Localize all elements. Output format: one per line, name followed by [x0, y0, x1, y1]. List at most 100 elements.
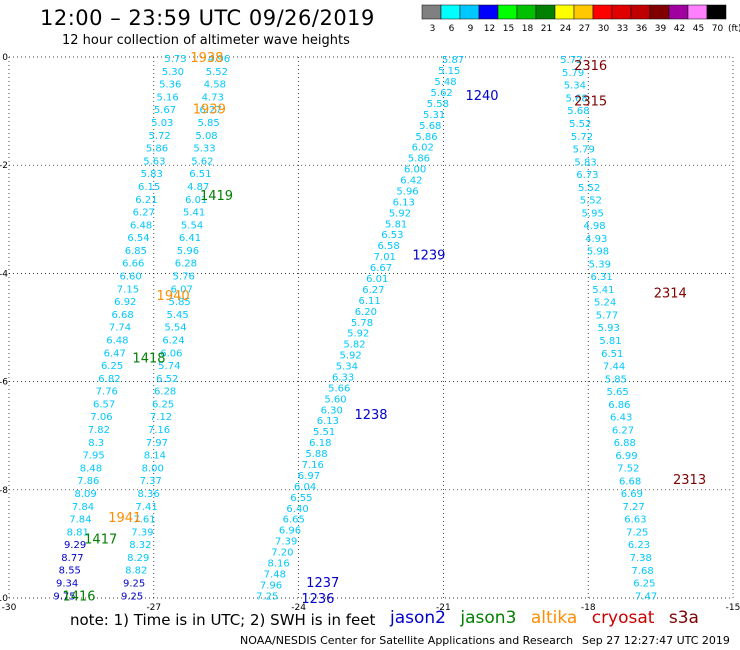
swh-value: 5.54: [164, 323, 186, 334]
swh-value: 4.98: [583, 221, 605, 232]
swh-value: 5.72: [560, 55, 582, 66]
swh-value: 6.06: [160, 348, 182, 359]
swh-value: 7.41: [135, 502, 157, 513]
swh-value: 8.14: [144, 451, 166, 462]
swh-value: 5.16: [156, 92, 178, 103]
swh-value: 6.15: [138, 182, 160, 193]
swh-value: 5.76: [173, 272, 195, 283]
swh-value: 7.39: [131, 527, 153, 538]
legend-tick-label: 42: [674, 24, 685, 34]
lat-tick-label: -2: [0, 161, 8, 171]
swh-value: 8.00: [142, 463, 164, 474]
legend-swatch: [668, 4, 689, 20]
swh-value: 5.98: [587, 247, 609, 258]
lon-tick-label: -27: [146, 603, 161, 613]
legend-tick-label: 3: [430, 24, 436, 34]
legend-tick-label: 70: [712, 24, 724, 34]
swh-value: 5.15: [438, 66, 460, 77]
swh-value: 6.04: [294, 482, 316, 493]
swh-value: 6.27: [133, 208, 155, 219]
swh-value: 5.62: [431, 88, 453, 99]
swh-value: 7.86: [77, 476, 99, 487]
swh-value: 6.01: [185, 195, 207, 206]
swh-value: 6.99: [615, 451, 637, 462]
swh-value: 6.73: [576, 170, 598, 181]
swh-value: 5.58: [427, 99, 449, 110]
legend-tick-label: 36: [636, 24, 648, 34]
pass-number-label: 1237: [306, 576, 339, 591]
swh-value: 5.67: [154, 105, 176, 116]
swh-value: 5.08: [195, 131, 217, 142]
generated-timestamp: Sep 27 12:27:47 UTC 2019: [582, 634, 730, 647]
pass-number-label: 1239: [412, 248, 445, 263]
swh-value: 6.68: [619, 476, 641, 487]
swh-value: 6.68: [112, 310, 134, 321]
swh-value: 7.27: [623, 502, 645, 513]
lat-tick-label: 0: [2, 53, 8, 63]
swh-value: 6.27: [362, 285, 384, 296]
swh-value: 7.84: [72, 502, 94, 513]
swh-value: 6.21: [135, 195, 157, 206]
swh-value: 6.67: [370, 263, 392, 274]
swh-value: 6.69: [621, 489, 643, 500]
lat-tick-label: -10: [0, 594, 8, 604]
swh-value: 5.65: [606, 387, 628, 398]
swh-value: 9.25: [121, 591, 143, 602]
swh-value: 8.77: [61, 553, 83, 564]
swh-value: 6.27: [200, 105, 222, 116]
swh-value: 5.39: [589, 259, 611, 270]
swh-value: 6.41: [179, 233, 201, 244]
swh-value: 6.01: [366, 274, 388, 285]
swh-value: 5.86: [415, 132, 437, 143]
swh-value: 6.47: [104, 348, 126, 359]
swh-value: 7.20: [271, 548, 293, 559]
swh-value: 6.13: [317, 416, 339, 427]
swh-value: 6.02: [412, 143, 434, 154]
swh-value: 6.66: [122, 259, 144, 270]
swh-value: 9.25: [123, 579, 145, 590]
swh-value: 5.85: [197, 118, 219, 129]
pass-number-label: 1940: [157, 289, 190, 304]
swh-value: 5.88: [305, 449, 327, 460]
swh-value: 6.88: [614, 438, 636, 449]
swh-value: 5.34: [336, 362, 358, 373]
legend-swatch: [706, 4, 727, 20]
legend-swatch: [687, 4, 708, 20]
swh-value: 7.76: [96, 387, 118, 398]
legend-swatch: [554, 4, 575, 20]
legend-swatch: [497, 4, 518, 20]
legend-swatch: [516, 4, 537, 20]
legend-tick-label: 6: [449, 24, 455, 34]
swh-value: 6.31: [590, 272, 612, 283]
swh-value: 7.96: [260, 580, 282, 591]
swh-value: 6.52: [156, 374, 178, 385]
swh-value: 8.16: [267, 558, 289, 569]
swh-value: 6.18: [309, 438, 331, 449]
swh-value: 5.81: [599, 336, 621, 347]
swh-value: 7.25: [626, 527, 648, 538]
credit-line: NOAA/NESDIS Center for Satellite Applica…: [240, 634, 574, 647]
pass-number-label: 1418: [132, 351, 165, 366]
swh-value: 5.62: [191, 156, 213, 167]
page-subtitle: 12 hour collection of altimeter wave hei…: [62, 33, 350, 48]
legend-tick-label: 24: [560, 24, 572, 34]
swh-value: 6.63: [624, 515, 646, 526]
pass-number-label: 1416: [62, 589, 95, 604]
satellite-label-cryosat: cryosat: [591, 608, 655, 628]
swh-value: 8.81: [67, 527, 89, 538]
swh-value: 5.72: [571, 132, 593, 143]
swh-value: 8.29: [127, 553, 149, 564]
legend-tick-label: 21: [541, 24, 552, 34]
swh-value: 6.40: [286, 504, 308, 515]
legend-swatch: [535, 4, 556, 20]
pass-number-label: 2315: [574, 94, 607, 109]
swh-value: 7.95: [82, 451, 104, 462]
legend-swatch: [649, 4, 670, 20]
legend-tick-label: 9: [468, 24, 474, 34]
lon-tick-label: -24: [291, 603, 306, 613]
swh-value: 5.81: [385, 219, 407, 230]
legend-swatch: [573, 4, 594, 20]
swh-value: 7.84: [69, 515, 91, 526]
swh-value: 6.25: [101, 361, 123, 372]
